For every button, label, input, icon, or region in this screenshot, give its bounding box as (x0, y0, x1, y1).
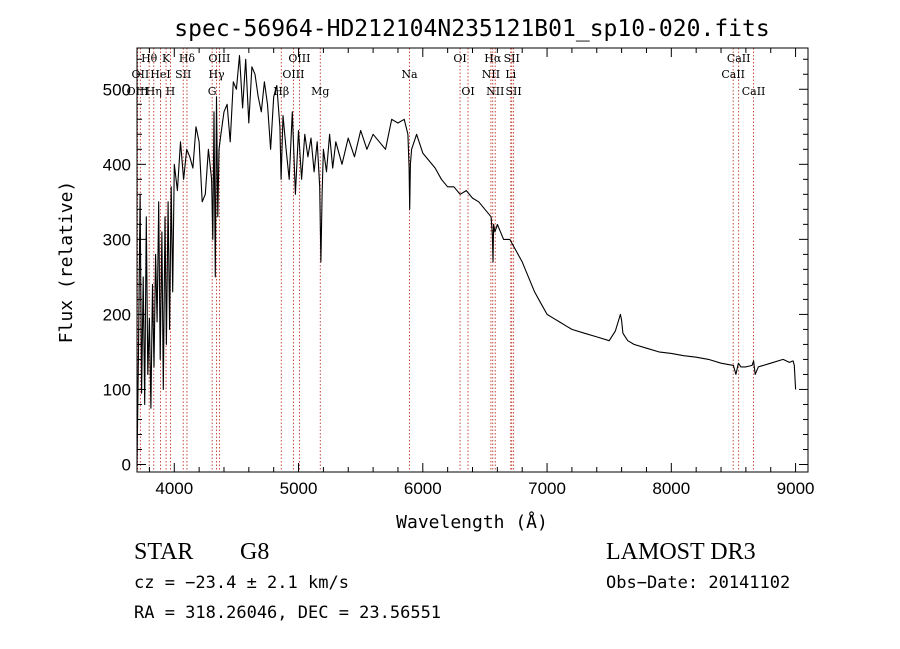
plot-frame (136, 47, 809, 473)
spectral-line-label: NII (486, 85, 504, 98)
x-axis-label: Wavelength (Å) (396, 511, 548, 533)
survey-name: LAMOST DR3 (606, 539, 756, 565)
spectral-line-label: G (208, 85, 217, 98)
x-axis: 4000 5000 6000 7000 8000 9000 (148, 48, 815, 498)
spectral-line-label: SII (506, 85, 522, 98)
spectral-line-label: NII (482, 68, 500, 81)
y-tick-label: 200 (103, 305, 131, 324)
spectral-line-label: H (166, 85, 176, 98)
x-tick-label: 5000 (280, 479, 318, 498)
spectral-line-label: Li (505, 68, 516, 81)
object-class: STAR (134, 539, 194, 565)
y-tick-label: 300 (103, 230, 131, 249)
spectral-line-label: OI (453, 52, 466, 65)
redshift-velocity: cz = −23.4 ± 2.1 km/s (134, 573, 349, 593)
spectral-line-label: OIII (282, 68, 304, 81)
x-tick-label: 7000 (528, 479, 566, 498)
spectral-line-label: Hα (484, 52, 502, 65)
spectral-line-label: OIII (288, 52, 310, 65)
spectral-line-label: HeI (150, 68, 170, 81)
y-tick-label: 0 (122, 455, 131, 474)
object-subclass: G8 (240, 539, 270, 565)
spectral-line-label: Hθ (141, 52, 158, 65)
spectral-line-label: SII (504, 52, 520, 65)
spectral-line-label: Mg (311, 85, 329, 98)
spectral-line-label: CaII (721, 68, 745, 81)
spectral-line-label: Hγ (208, 68, 225, 81)
spectral-line-label: OIII (208, 52, 230, 65)
y-axis-label: Flux (relative) (56, 181, 77, 344)
spectral-line-label: CaII (727, 52, 751, 65)
flux-series-line (136, 54, 797, 465)
x-tick-label: 9000 (777, 479, 815, 498)
observation-date: Obs−Date: 20141102 (606, 573, 791, 593)
y-tick-label: 400 (103, 155, 131, 174)
chart-title: spec-56964-HD212104N235121B01_sp10-020.f… (174, 16, 769, 42)
y-axis: 0 100 200 300 400 500 (103, 58, 808, 474)
x-tick-label: 4000 (155, 479, 193, 498)
spectral-line-markers (137, 48, 755, 472)
x-tick-label: 8000 (652, 479, 690, 498)
x-tick-label: 6000 (404, 479, 442, 498)
spectral-line-label: SII (175, 68, 191, 81)
spectral-line-label: OI (461, 85, 474, 98)
coordinates: RA = 318.26046, DEC = 23.56551 (134, 603, 442, 623)
y-tick-label: 500 (103, 80, 131, 99)
spectral-line-label: CaII (742, 85, 766, 98)
spectral-line-label: Na (401, 68, 418, 81)
spectral-line-label: Hδ (179, 52, 196, 65)
spectral-line-label: K (162, 52, 171, 65)
spectral-line-label: OIII (127, 85, 149, 98)
spectral-line-label: Hη (146, 85, 162, 98)
y-tick-label: 100 (103, 380, 131, 399)
